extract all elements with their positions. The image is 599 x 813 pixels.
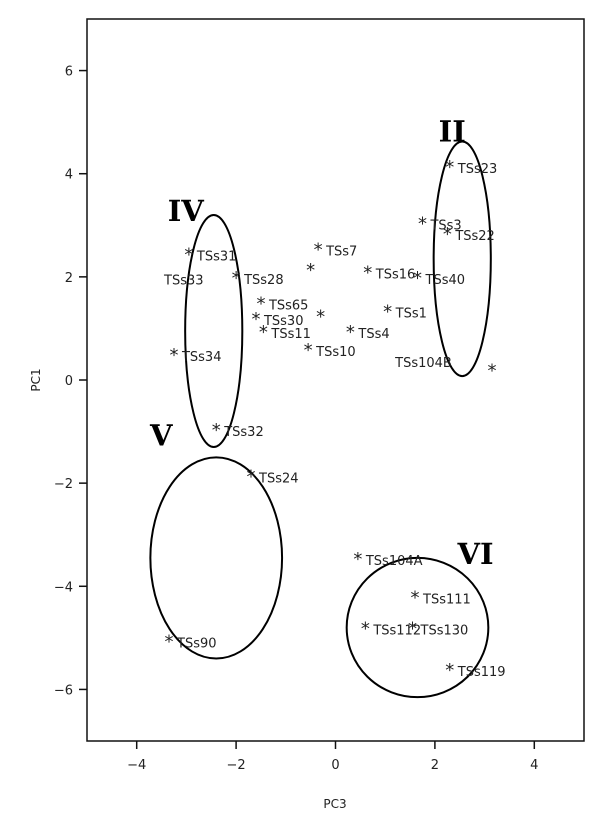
group-ellipse	[149, 456, 284, 660]
point-label: TSs10	[315, 345, 356, 360]
point-marker: *	[361, 619, 370, 640]
x-tick-label: 2	[431, 758, 439, 773]
point-label: TSs32	[223, 425, 264, 440]
point-label: TSs4	[357, 327, 389, 342]
point-label: TSs11	[270, 327, 311, 342]
point-marker: *	[165, 631, 174, 652]
point-label: TSs22	[454, 229, 495, 244]
point-marker: *	[488, 361, 497, 382]
group-label: II	[439, 114, 466, 148]
point-marker: *	[212, 420, 221, 441]
x-tick-label: −4	[127, 758, 146, 773]
x-tick-label: −2	[227, 758, 246, 773]
point-label: TSs119	[457, 665, 506, 680]
point-label: TSs130	[420, 624, 469, 639]
point-marker: *	[445, 157, 454, 178]
x-tick-label: 0	[331, 758, 339, 773]
point-marker: *	[418, 214, 427, 235]
point-label: TSs24	[258, 471, 299, 486]
y-tick-label: 2	[65, 271, 73, 286]
y-axis-label: PC1	[29, 368, 43, 391]
point-label: TSs65	[268, 299, 309, 314]
point-marker: *	[256, 294, 265, 315]
point-label: TSs90	[176, 636, 217, 651]
point-label: TSs30	[263, 314, 304, 329]
point-label: TSs104A	[365, 554, 423, 569]
point-label: TSs34	[181, 350, 222, 365]
point-marker: *	[383, 301, 392, 322]
point-marker: *	[169, 345, 178, 366]
point-marker: *	[408, 619, 417, 640]
point-label: TSs28	[243, 273, 284, 288]
point-marker: *	[247, 466, 256, 487]
y-tick-label: 6	[65, 65, 73, 80]
point-marker: *	[251, 309, 260, 330]
point-label: TSs16	[375, 268, 416, 283]
point-marker: *	[304, 340, 313, 361]
point-marker: *	[232, 268, 241, 289]
y-tick-label: −4	[54, 580, 73, 595]
group-ellipse	[345, 556, 490, 699]
group-ellipse	[184, 213, 244, 449]
point-marker: *	[184, 245, 193, 266]
y-tick-label: −6	[54, 683, 73, 698]
point-label: TSs104B	[394, 356, 452, 371]
point-marker: *	[316, 307, 325, 328]
point-marker: *	[443, 224, 452, 245]
point-label: TSs7	[325, 244, 357, 259]
point-marker: *	[259, 322, 268, 343]
y-tick-label: −2	[54, 477, 73, 492]
point-marker: *	[411, 588, 420, 609]
point-marker: *	[353, 549, 362, 570]
point-marker: *	[445, 660, 454, 681]
point-label: TSs33	[163, 273, 204, 288]
point-label: TSs3	[429, 219, 461, 234]
y-tick-label: 0	[65, 374, 73, 389]
point-marker: *	[346, 322, 355, 343]
x-tick-label: 4	[530, 758, 538, 773]
point-label: TSs31	[196, 250, 237, 265]
group-label: VI	[456, 537, 493, 571]
group-label: IV	[168, 194, 205, 228]
point-marker: *	[413, 268, 422, 289]
group-ellipse	[432, 140, 492, 378]
y-tick-label: 4	[65, 168, 73, 183]
x-axis-label: PC3	[323, 797, 346, 811]
plot-frame	[86, 18, 585, 742]
point-label: TSs1	[395, 306, 427, 321]
point-marker: *	[363, 263, 372, 284]
point-marker: *	[314, 239, 323, 260]
point-marker: *	[306, 260, 315, 281]
point-label: TSs112	[372, 624, 421, 639]
point-label: TSs40	[425, 273, 466, 288]
point-label: TSs23	[457, 162, 498, 177]
point-label: TSs111	[422, 593, 471, 608]
group-label: V	[149, 418, 173, 452]
